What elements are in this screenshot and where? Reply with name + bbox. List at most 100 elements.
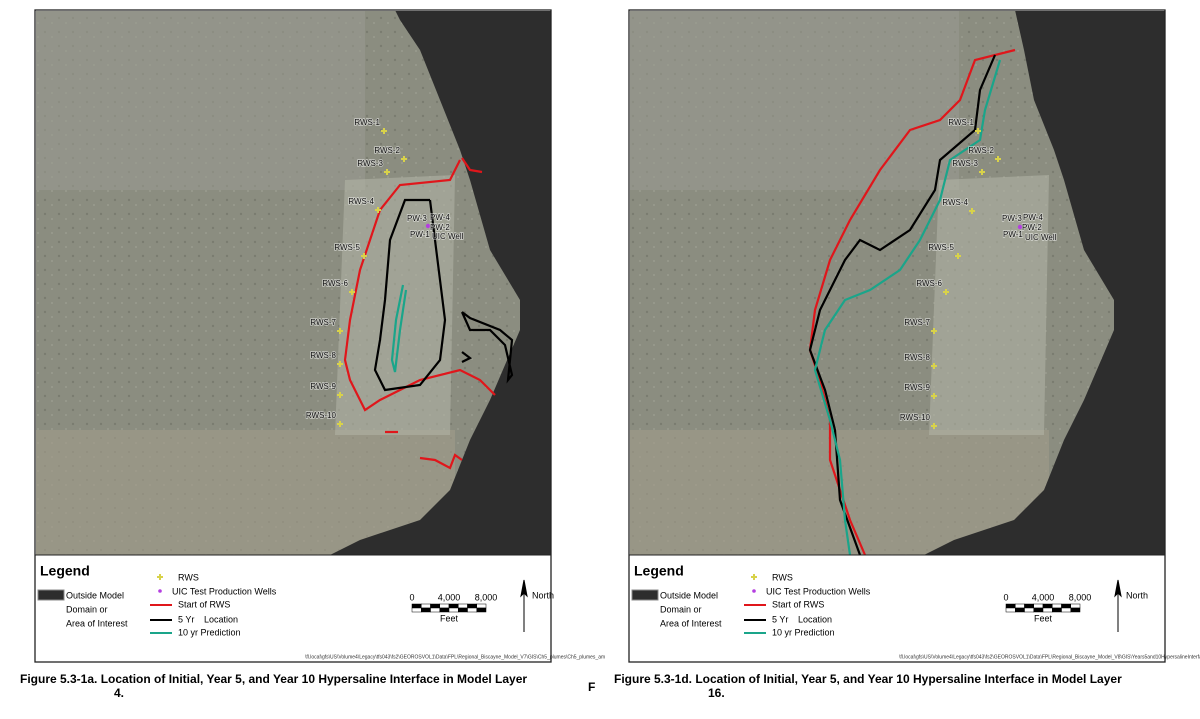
north-label: North (532, 590, 554, 600)
rws-label: RWS-1 (948, 118, 974, 127)
urban-area (630, 11, 959, 190)
scale-segment (430, 603, 440, 609)
rws-marker (943, 289, 949, 295)
rws-marker (375, 207, 381, 213)
interface-contour (343, 159, 496, 412)
scale-label: 0 (1003, 592, 1008, 602)
uic-well-marker (425, 223, 431, 229)
legend-label: Start of RWS (178, 599, 230, 609)
interest-area (335, 175, 455, 435)
north-arrow (520, 579, 528, 632)
rws-label: RWS-1 (354, 118, 380, 127)
rws-label: RWS-3 (952, 159, 978, 168)
scale-segment (467, 607, 477, 613)
rws-marker (337, 361, 343, 367)
rws-marker (969, 208, 975, 214)
figure: RWS-1 RWS-2 RWS-3 RWS-4 RWS-5 RWS-6 RWS-7 RWS-8… (20, 9, 605, 700)
rws-marker (349, 289, 355, 295)
scale-segment (1033, 607, 1044, 613)
legend-outside-swatch (631, 589, 659, 601)
rws-label: RWS-8 (310, 351, 336, 360)
well-label: UIC Well (1025, 233, 1057, 242)
scale-segment (476, 603, 487, 609)
scale-unit: Feet (1034, 613, 1053, 623)
well-label: PW-4 (430, 213, 450, 222)
rws-marker (955, 253, 961, 259)
interface-contour (808, 54, 997, 556)
interface-contour (808, 48, 1016, 556)
rws-marker (384, 169, 390, 175)
rws-label: RWS-9 (310, 382, 336, 391)
rws-marker (931, 363, 937, 369)
rws-label: RWS-6 (916, 279, 942, 288)
well-label: UIC Well (432, 232, 464, 241)
legend-label: RWS (178, 572, 199, 582)
outside-domain (924, 11, 1165, 555)
scale-segment (1052, 607, 1062, 613)
interface-contour (813, 59, 1002, 556)
rws-label: RWS-9 (904, 383, 930, 392)
scale-segment (421, 603, 431, 609)
urban-area (36, 11, 365, 190)
legend-title: Legend (40, 563, 90, 579)
scale-segment (1052, 603, 1062, 609)
rws-label: RWS-3 (357, 159, 383, 168)
scale-segment (448, 607, 459, 613)
legend-label: 5 Yr (178, 614, 194, 624)
rws-marker (381, 128, 387, 134)
rws-marker (995, 156, 1001, 162)
figure: RWS-1 RWS-2 RWS-3 RWS-4 RWS-5 RWS-6 RWS-7 RWS-8… (614, 9, 1200, 700)
scale-segment (1015, 603, 1025, 609)
scale-segment (430, 607, 440, 613)
scale-segment (1070, 607, 1081, 613)
legend-label: 5 Yr (772, 614, 788, 624)
rws-label: RWS-4 (348, 197, 374, 206)
scale-segment (1024, 603, 1034, 609)
outside-domain (330, 11, 551, 555)
interest-area (929, 175, 1049, 435)
scale-segment (1061, 603, 1071, 609)
scale-segment (1005, 603, 1016, 609)
scale-unit: Feet (440, 613, 459, 623)
scale-segment (1070, 603, 1081, 609)
scale-segment (448, 603, 459, 609)
scale-segment (1015, 607, 1025, 613)
scale-segment (1024, 607, 1034, 613)
rws-marker (979, 169, 985, 175)
rws-marker (337, 421, 343, 427)
stray-text: F (588, 680, 595, 694)
scale-segment (458, 603, 468, 609)
caption-line: 4. (114, 686, 124, 700)
scale-segment (439, 603, 450, 609)
rws-marker (931, 393, 937, 399)
caption-line: 16. (708, 686, 725, 700)
rws-marker (337, 328, 343, 334)
rws-label: RWS-10 (306, 411, 337, 420)
well-label: PW-1 (1003, 230, 1023, 239)
scale-segment (439, 607, 450, 613)
scale-segment (1042, 603, 1053, 609)
interface-contour (373, 198, 447, 392)
legend-label: UIC Test Production Wells (172, 586, 277, 596)
legend-label: Area of Interest (660, 618, 722, 628)
caption-line: Figure 5.3-1d. Location of Initial, Year… (614, 672, 1122, 686)
legend-uic-swatch (158, 589, 162, 593)
map: RWS-1 RWS-2 RWS-3 RWS-4 RWS-5 RWS-6 RWS-7 RWS-8… (36, 11, 551, 555)
well-label: PW-2 (1022, 223, 1042, 232)
scale-label: 0 (409, 592, 414, 602)
legend-label: Location (798, 614, 832, 624)
interface-contour (460, 311, 514, 384)
scale-segment (1061, 607, 1071, 613)
legend-outside-swatch (37, 589, 65, 601)
legend-uic-swatch (752, 589, 756, 593)
rws-marker (975, 128, 981, 134)
rws-marker (931, 328, 937, 334)
source-path: \fl.local\gfs\US\Volume4\Legacy\tfs043\f… (899, 654, 1200, 660)
scale-segment (458, 607, 468, 613)
north-arrow (1114, 579, 1122, 632)
rws-marker (931, 423, 937, 429)
legend-label: 10 yr Prediction (772, 627, 835, 637)
scale-segment (467, 603, 477, 609)
rws-marker (361, 253, 367, 259)
